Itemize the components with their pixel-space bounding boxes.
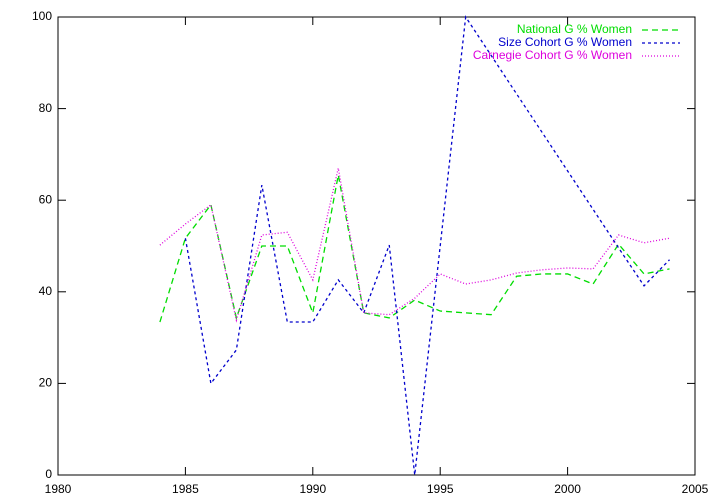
x-tick-label: 1990	[299, 482, 326, 496]
legend-label: Size Cohort G % Women	[498, 35, 632, 49]
plot-frame	[57, 16, 696, 476]
x-tick-label: 2005	[682, 482, 709, 496]
y-tick-label: 60	[39, 192, 53, 206]
x-tick-label: 1995	[427, 482, 454, 496]
series-line	[159, 167, 670, 323]
x-tick-label: 1980	[45, 482, 72, 496]
y-tick-label: 80	[39, 101, 53, 115]
x-tick-label: 2000	[554, 482, 581, 496]
series-line	[184, 15, 670, 476]
y-tick-label: 40	[39, 284, 53, 298]
x-tick-label: 1985	[172, 482, 199, 496]
y-tick-label: 100	[32, 9, 52, 23]
legend-label: National G % Women	[517, 22, 632, 36]
series-line	[159, 174, 670, 323]
y-tick-label: 0	[45, 467, 52, 481]
y-tick-label: 20	[39, 376, 53, 390]
legend-label: Carnegie Cohort G % Women	[473, 48, 632, 62]
